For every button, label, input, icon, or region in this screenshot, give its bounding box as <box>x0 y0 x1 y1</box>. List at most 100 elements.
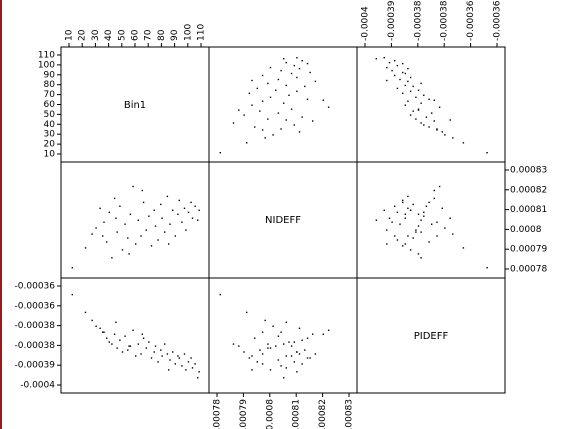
scatter-point-nideff-vs-pideff-34 <box>404 213 406 215</box>
scatter-point-bin1-vs-nideff-24 <box>296 90 298 92</box>
scatter-point-nideff-vs-bin1-46 <box>141 189 143 192</box>
scatter-point-bin1-vs-pideff-13 <box>431 112 433 114</box>
scatter-point-bin1-vs-nideff-3 <box>272 134 274 136</box>
scatter-point-nideff-vs-pideff-42 <box>394 205 396 207</box>
scatter-point-nideff-vs-bin1-18 <box>137 219 139 221</box>
scatter-point-bin1-vs-nideff-21 <box>269 96 272 98</box>
scatter-point-pideff-vs-bin1-39 <box>187 361 190 363</box>
scatter-point-nideff-vs-pideff-14 <box>412 237 414 239</box>
scatter-point-pideff-vs-bin1-24 <box>153 351 155 353</box>
scatter-point-nideff-vs-pideff-10 <box>415 231 417 233</box>
top-tick-label-bin1-0: 10 <box>65 29 75 41</box>
scatter-point-nideff-vs-bin1-16 <box>132 185 134 188</box>
scatter-point-bin1-vs-pideff-38 <box>386 66 388 69</box>
scatter-point-nideff-vs-pideff-25 <box>417 225 420 227</box>
scatter-point-pideff-vs-bin1-26 <box>157 361 159 363</box>
scatter-point-bin1-vs-pideff-3 <box>444 134 446 136</box>
scatter-point-nideff-vs-pideff-43 <box>375 219 377 221</box>
scatter-point-nideff-vs-pideff-1 <box>462 247 465 249</box>
scatter-point-nideff-vs-pideff-37 <box>407 207 409 209</box>
scatter-point-bin1-vs-nideff-27 <box>304 85 306 88</box>
scatter-point-nideff-vs-bin1-23 <box>150 245 153 247</box>
scatter-point-nideff-vs-bin1-33 <box>174 235 176 237</box>
left-tick-label-bin1-6: 70 <box>44 90 56 100</box>
scatter-point-nideff-vs-pideff-4 <box>441 207 443 209</box>
scatter-point-bin1-vs-nideff-6 <box>254 126 256 128</box>
scatter-point-bin1-vs-pideff-6 <box>428 126 430 128</box>
scatter-point-pideff-vs-bin1-14 <box>127 349 129 351</box>
scatter-point-pideff-vs-nideff-42 <box>301 363 303 365</box>
scatter-point-pideff-vs-bin1-41 <box>191 367 194 369</box>
scatter-point-nideff-vs-pideff-31 <box>399 223 401 225</box>
scatter-point-pideff-vs-bin1-6 <box>106 337 108 339</box>
scatter-point-bin1-vs-pideff-0 <box>486 152 488 154</box>
scatter-point-nideff-vs-bin1-29 <box>164 231 166 233</box>
scatter-point-bin1-vs-nideff-43 <box>283 58 285 60</box>
diagonal-labels: Bin1 NIDEFF PIDEFF <box>124 100 449 342</box>
scatter-point-nideff-vs-bin1-26 <box>157 239 159 241</box>
scatter-point-pideff-vs-bin1-42 <box>194 363 196 365</box>
scatter-point-pideff-vs-nideff-6 <box>254 337 256 339</box>
scatter-point-pideff-vs-nideff-35 <box>309 357 311 359</box>
scatter-point-pideff-vs-bin1-12 <box>121 351 124 353</box>
scatter-point-nideff-vs-pideff-28 <box>404 217 406 219</box>
scatter-point-pideff-vs-bin1-21 <box>145 347 147 349</box>
right-tick-label-nideff-1: 0.00079 <box>510 245 547 255</box>
right-axis-nideff: 0.00078 0.00079 0.0008 0.00081 0.00082 0.0008… <box>505 166 547 275</box>
scatter-point-pideff-vs-nideff-44 <box>296 371 298 373</box>
scatter-point-bin1-vs-pideff-40 <box>402 62 404 65</box>
scatter-point-bin1-vs-nideff-32 <box>296 76 298 79</box>
scatter-point-pideff-vs-nideff-43 <box>283 377 285 379</box>
scatter-point-pideff-vs-bin1-32 <box>172 351 174 353</box>
bottom-tick-label-nideff-0: 0.00078 <box>213 399 223 429</box>
scatter-point-pideff-vs-nideff-20 <box>306 337 309 339</box>
left-tick-label-bin1-8: 90 <box>44 70 56 80</box>
scatter-point-nideff-vs-bin1-32 <box>172 209 174 211</box>
scatter-point-bin1-vs-pideff-23 <box>402 92 404 94</box>
scatter-point-nideff-vs-pideff-49 <box>436 235 438 237</box>
scatter-point-nideff-vs-pideff-48 <box>417 253 420 255</box>
bottom-tick-label-nideff-2: 0.0008 <box>265 399 275 429</box>
scatter-point-nideff-vs-pideff-5 <box>436 221 438 223</box>
top-tick-label-bin1-6: 70 <box>144 29 154 41</box>
scatter-point-nideff-vs-pideff-39 <box>396 211 399 213</box>
scatter-point-nideff-vs-bin1-36 <box>181 221 183 223</box>
scatter-point-nideff-vs-pideff-16 <box>438 185 441 188</box>
scatter-point-bin1-vs-nideff-39 <box>293 64 295 67</box>
scatter-point-pideff-vs-bin1-13 <box>124 335 126 337</box>
scatter-point-bin1-vs-pideff-24 <box>409 90 412 92</box>
scatter-point-bin1-vs-pideff-5 <box>436 128 438 130</box>
scatter-point-bin1-vs-nideff-33 <box>261 74 264 77</box>
scatter-point-nideff-vs-bin1-15 <box>129 213 132 215</box>
scatter-point-pideff-vs-bin1-1 <box>84 311 87 314</box>
scatter-point-bin1-vs-pideff-16 <box>438 106 441 108</box>
scatter-point-bin1-vs-pideff-7 <box>423 124 425 126</box>
scatter-point-bin1-vs-nideff-11 <box>301 116 303 118</box>
scatter-point-bin1-vs-nideff-15 <box>290 108 293 110</box>
scatter-point-bin1-vs-nideff-17 <box>251 104 253 106</box>
scatter-point-pideff-vs-bin1-17 <box>135 355 137 357</box>
scatter-point-nideff-vs-bin1-41 <box>191 217 194 219</box>
scatter-point-bin1-vs-nideff-46 <box>322 99 324 101</box>
scatter-point-nideff-vs-pideff-2 <box>452 233 454 235</box>
variable-label-nideff: NIDEFF <box>265 215 301 226</box>
scatter-point-bin1-vs-nideff-5 <box>280 128 282 130</box>
scatter-point-nideff-vs-bin1-11 <box>119 205 121 207</box>
right-tick-label-nideff-0: 0.00078 <box>510 265 547 275</box>
scatter-point-pideff-vs-nideff-21 <box>269 347 272 349</box>
scatter-point-bin1-vs-pideff-17 <box>404 104 406 106</box>
scatter-point-pideff-vs-nideff-0 <box>219 293 221 296</box>
scatter-point-pideff-vs-bin1-16 <box>132 329 134 331</box>
scatter-point-pideff-vs-nideff-27 <box>304 349 306 351</box>
bottom-tick-label-nideff-5: 0.00083 <box>345 399 355 429</box>
scatter-point-pideff-vs-bin1-36 <box>181 365 183 367</box>
scatter-point-nideff-vs-pideff-17 <box>404 243 406 245</box>
scatter-point-bin1-vs-pideff-49 <box>436 129 438 131</box>
right-tick-label-nideff-2: 0.0008 <box>510 225 542 235</box>
scatter-point-bin1-vs-nideff-37 <box>298 67 301 70</box>
scatter-point-nideff-vs-bin1-0 <box>71 267 73 269</box>
scatter-point-pideff-vs-nideff-39 <box>293 361 295 363</box>
scatter-point-bin1-vs-nideff-10 <box>267 118 269 120</box>
scatter-point-nideff-vs-pideff-40 <box>402 201 404 204</box>
scatter-point-bin1-vs-pideff-8 <box>420 122 422 124</box>
